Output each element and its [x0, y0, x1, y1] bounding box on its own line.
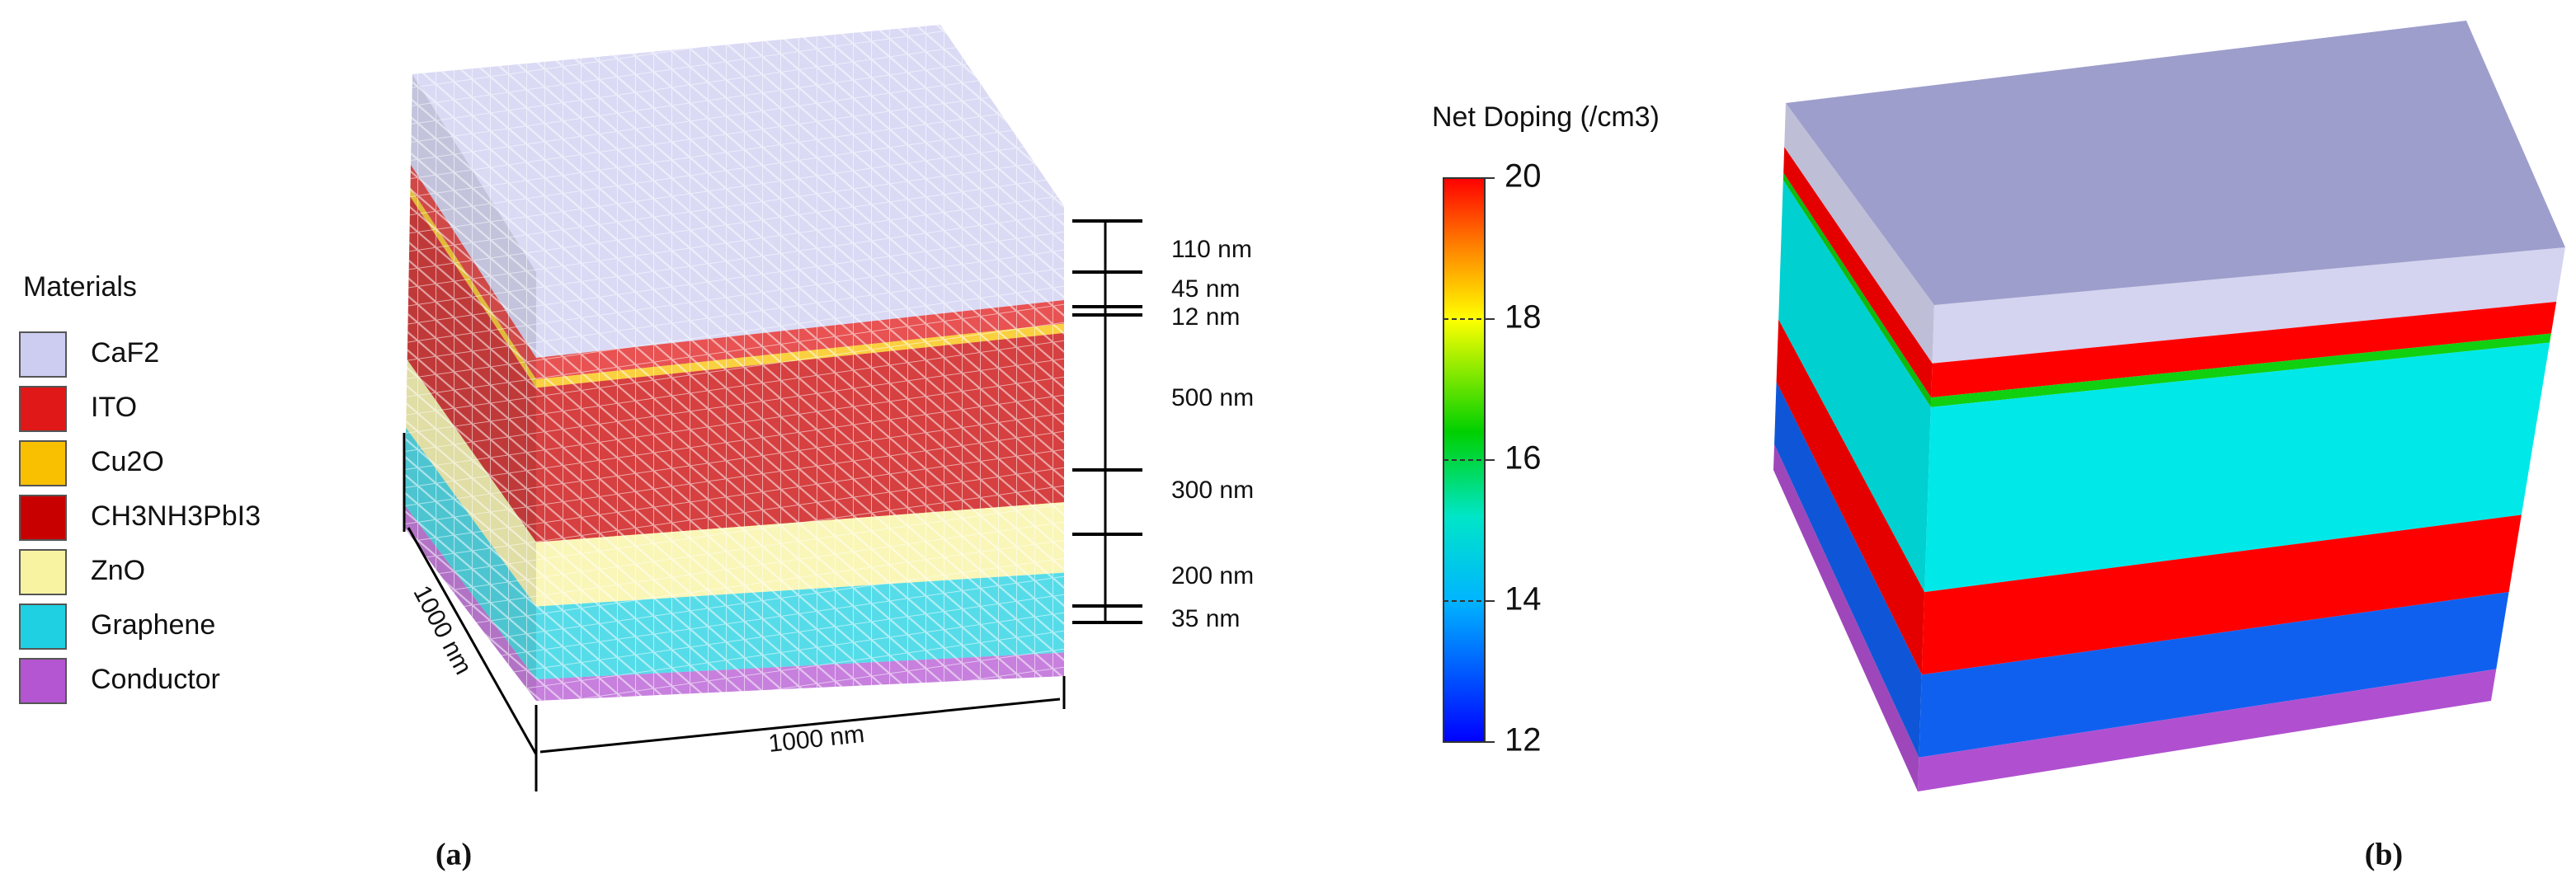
dimension-line [539, 697, 1061, 754]
mesh [536, 206, 1064, 358]
legend-swatch [19, 495, 67, 541]
layer-side [1774, 382, 1922, 758]
colorbar-title: Net Doping (/cm3) [1432, 101, 1660, 133]
mesh [407, 196, 536, 542]
legend-swatch [19, 440, 67, 486]
layer-front [1919, 592, 2509, 758]
layer-front [1924, 342, 2550, 593]
mesh [410, 187, 536, 388]
legend-swatch [19, 549, 67, 595]
mesh [536, 300, 1064, 379]
mesh [536, 502, 1064, 607]
legend-label: ZnO [91, 555, 145, 586]
legend-swatch [19, 386, 67, 432]
mesh [411, 74, 536, 358]
layer-front [1918, 669, 2497, 791]
legend-label: Cu2O [91, 446, 164, 477]
legend-label: CH3NH3PbI3 [91, 500, 261, 532]
panel-label: (a) [436, 838, 472, 872]
layer-side [1773, 444, 1919, 791]
colorbar-tick-label: 16 [1505, 440, 1542, 477]
layer-front [1930, 333, 2551, 407]
colorbar: Net Doping (/cm3) 12 14 16 18 20 [1432, 101, 1660, 759]
legend-swatch [19, 658, 67, 704]
legend-swatch [19, 331, 67, 378]
layer-side-shade [1773, 444, 1919, 791]
legend-swatch [19, 604, 67, 650]
dimension-label: 1000 nm [767, 721, 866, 758]
layer-side-shade [1784, 103, 1934, 364]
mesh [536, 572, 1064, 679]
dimension-line [407, 527, 538, 755]
layer-side [1783, 147, 1933, 398]
legend: Materials CaF2 ITO Cu2O CH3NH3PbI3 ZnO Graphe… [19, 271, 261, 704]
mesh [406, 359, 536, 607]
layer-front [1921, 514, 2522, 675]
legend-label: ITO [91, 392, 137, 423]
legend-label: CaF2 [91, 337, 159, 369]
mesh [410, 165, 536, 379]
colorbar-tick-label: 12 [1505, 722, 1542, 759]
panel-a [404, 25, 1064, 701]
dimension-label: 45 nm [1171, 275, 1240, 303]
layer-side-shade [1783, 147, 1933, 398]
dimension-label: 500 nm [1171, 384, 1254, 411]
layer-side-shade [1776, 319, 1925, 675]
panel-label: (b) [2365, 838, 2403, 872]
mesh [404, 505, 536, 701]
dimension-label: 110 nm [1171, 236, 1252, 263]
layer-side [1782, 172, 1932, 407]
colorbar-tick-label: 14 [1505, 581, 1542, 618]
legend-label: Graphene [91, 609, 215, 641]
colorbar-tick-label: 20 [1505, 158, 1542, 195]
mesh [536, 332, 1064, 542]
dimension-label: 35 nm [1171, 605, 1240, 632]
dimension-label: 300 nm [1171, 477, 1254, 504]
mesh [536, 652, 1064, 701]
legend-label: Conductor [91, 664, 220, 695]
layer-side-shade [1778, 180, 1931, 593]
panel-b [1773, 21, 2565, 791]
dimension-label: 200 nm [1171, 562, 1254, 589]
layer-front [1931, 302, 2557, 398]
mesh [412, 25, 1064, 272]
layer-side-shade [1782, 172, 1932, 407]
layer-front [1932, 247, 2565, 364]
dimension-label: 12 nm [1171, 303, 1240, 331]
layer-side [1784, 103, 1934, 364]
layer-side [1778, 180, 1931, 593]
layer-side [1776, 319, 1925, 675]
legend-title: Materials [23, 271, 137, 303]
top-face [1786, 21, 2565, 305]
mesh [536, 323, 1064, 388]
colorbar-tick-label: 18 [1505, 299, 1542, 336]
layer-side-shade [1774, 382, 1922, 758]
mesh [404, 428, 536, 679]
